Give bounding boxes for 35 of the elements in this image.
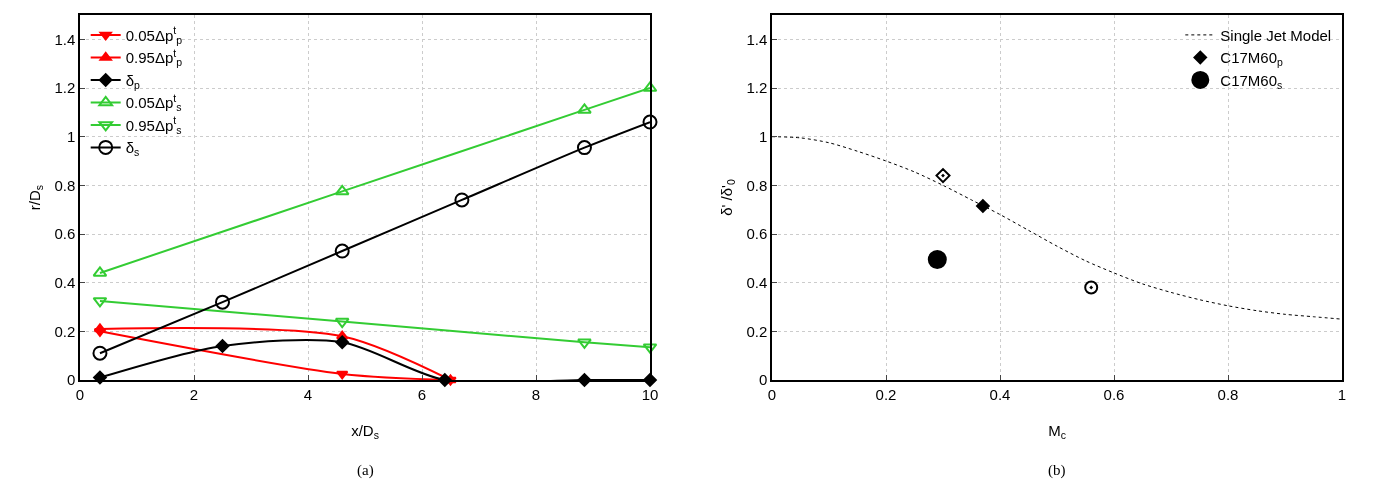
x-tick-label: 8 [531, 385, 541, 403]
y-tick-label: 1.2 [746, 79, 768, 97]
y-tick-label: 0.6 [54, 225, 76, 243]
x-tick-label: 0.8 [1217, 385, 1239, 403]
x-axis-title: x/D$_{s}$ [351, 421, 379, 441]
text: (b) [1048, 462, 1066, 479]
y-tick-label: 0.4 [746, 273, 768, 291]
y-tick-label: 0.8 [54, 176, 76, 194]
x-tick-label: 2 [189, 385, 199, 403]
x-tick-label: 0.2 [875, 385, 897, 403]
y-tick-label: 1.2 [54, 79, 76, 97]
legend-label: δ$_{s}$ [125, 139, 140, 159]
y-tick-label: 1.4 [54, 30, 76, 48]
y-tick-label: 0 [66, 371, 76, 389]
y-tick-label: 0 [758, 371, 768, 389]
text: (a) [357, 462, 374, 479]
legend-label: Single Jet Model [1220, 26, 1332, 44]
x-tick-label: 0.4 [989, 385, 1011, 403]
y-tick-label: 0.4 [54, 273, 76, 291]
legend-label: C17M60$_{p}$ [1220, 49, 1283, 69]
y-tick-label: 1 [66, 127, 76, 145]
x-tick-label: 10 [641, 385, 659, 403]
y-tick-label: 0.2 [54, 322, 76, 340]
x-tick-label: 4 [303, 385, 313, 403]
x-axis-title: M$_{c}$ [1048, 421, 1066, 441]
y-tick-label: 1.4 [746, 30, 768, 48]
x-tick-label: 0.6 [1103, 385, 1125, 403]
y-tick-label: 0.2 [746, 322, 768, 340]
y-tick-label: 0.6 [746, 225, 768, 243]
x-tick-label: 1 [1337, 385, 1347, 403]
legend-label: C17M60$_{s}$ [1220, 71, 1283, 91]
x-tick-label: 6 [417, 385, 427, 403]
legend-label: δ$_{p}$ [125, 71, 141, 91]
y-tick-label: 0.8 [746, 176, 768, 194]
y-tick-label: 1 [758, 127, 768, 145]
